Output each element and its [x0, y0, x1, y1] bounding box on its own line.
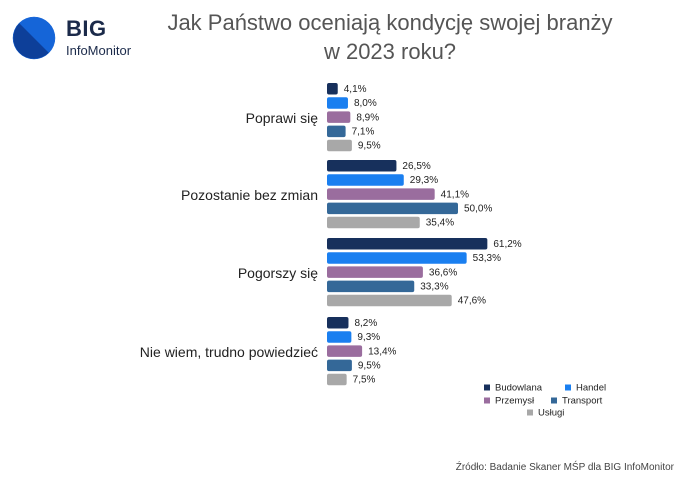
- data-label: 47,6%: [458, 296, 486, 307]
- bar: [327, 174, 404, 186]
- bar: [327, 317, 349, 329]
- bar: [327, 188, 435, 200]
- data-label: 53,3%: [473, 253, 501, 264]
- legend-label: Przemysł: [495, 396, 535, 407]
- data-label: 9,3%: [357, 332, 380, 343]
- legend-label: Handel: [576, 383, 606, 394]
- logo-text-sub: InfoMonitor: [66, 43, 132, 58]
- data-label: 61,2%: [493, 239, 521, 250]
- bar: [327, 266, 423, 278]
- legend-label: Usługi: [538, 408, 564, 419]
- data-label: 36,6%: [429, 267, 457, 278]
- bar: [327, 359, 352, 372]
- bar: [327, 280, 415, 293]
- bar: [327, 345, 363, 357]
- bar: [327, 238, 488, 250]
- bar: [327, 111, 351, 123]
- bar: [327, 331, 352, 343]
- data-label: 33,3%: [420, 281, 448, 292]
- bar: [327, 160, 397, 172]
- legend-swatch: [527, 409, 533, 416]
- data-label: 41,1%: [441, 189, 469, 200]
- data-label: 13,4%: [368, 346, 396, 357]
- legend-swatch: [484, 384, 490, 391]
- data-label: 9,5%: [358, 141, 381, 152]
- bar: [327, 216, 420, 229]
- data-label: 26,5%: [402, 161, 430, 172]
- data-label: 7,5%: [353, 375, 376, 386]
- data-label: 8,0%: [354, 98, 377, 109]
- bar: [327, 202, 458, 215]
- legend-label: Transport: [562, 396, 603, 407]
- data-label: 8,2%: [354, 318, 377, 329]
- category-label: Nie wiem, trudno powiedzieć: [140, 344, 318, 360]
- category-label: Pogorszy się: [238, 265, 318, 281]
- legend-swatch: [484, 397, 490, 404]
- chart-title-line-1: Jak Państwo oceniają kondycję swojej bra…: [167, 10, 613, 35]
- legend-swatch: [551, 397, 557, 404]
- data-label: 7,1%: [352, 126, 375, 137]
- legend-swatch: [565, 384, 571, 391]
- data-label: 8,9%: [356, 112, 379, 123]
- data-label: 50,0%: [464, 203, 492, 214]
- data-label: 9,5%: [358, 360, 381, 371]
- data-label: 4,1%: [344, 84, 367, 95]
- bar: [327, 294, 452, 307]
- logo: BIG InfoMonitor: [12, 14, 142, 64]
- bar: [327, 125, 346, 138]
- category-label: Poprawi się: [246, 110, 319, 126]
- chart-title-line-2: w 2023 roku?: [323, 39, 457, 64]
- logo-text-big: BIG: [66, 16, 107, 41]
- data-label: 29,3%: [410, 175, 438, 186]
- bar: [327, 83, 338, 95]
- legend-label: Budowlana: [495, 383, 543, 394]
- data-label: 35,4%: [426, 218, 454, 229]
- chart-title: Jak Państwo oceniają kondycję swojej bra…: [150, 8, 630, 66]
- bar: [327, 252, 467, 264]
- bar: [327, 373, 347, 386]
- bar: [327, 97, 348, 109]
- bar: [327, 139, 352, 152]
- logo-circle-icon: [12, 16, 56, 60]
- category-label: Pozostanie bez zmian: [181, 187, 318, 203]
- source-note: Źródło: Badanie Skaner MŚP dla BIG InfoM…: [455, 462, 674, 473]
